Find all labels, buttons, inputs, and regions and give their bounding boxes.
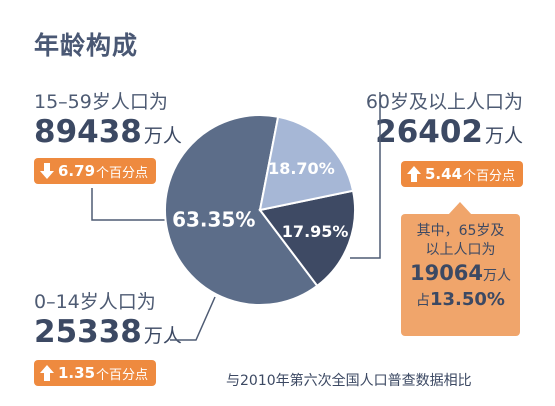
- children-label: 0–14岁人口为: [34, 291, 156, 313]
- pie-slices: [164, 114, 356, 306]
- elderly-unit: 万人: [484, 125, 523, 147]
- working-age-change-unit: 个百分点: [96, 165, 149, 181]
- callout-line-2: 以上人口为: [425, 242, 496, 258]
- pie-labels: 63.35% 17.95% 18.70%: [172, 159, 348, 241]
- arrow-up-icon: [407, 166, 421, 182]
- children-change-value: 1.35: [58, 364, 96, 382]
- working-age-value: 89438: [34, 114, 142, 150]
- callout-value: 19064: [409, 261, 484, 285]
- page-title: 年龄构成: [34, 31, 139, 60]
- elderly-change-value: 5.44: [425, 165, 463, 183]
- pie-slice-children: [258, 189, 356, 288]
- callout-share-prefix: 占: [416, 293, 430, 309]
- connector-lines: [91, 92, 381, 341]
- elderly-65-callout: 其中，65岁及 以上人口为 19064万人 占13.50%: [401, 214, 520, 336]
- elderly-change-unit: 个百分点: [463, 168, 516, 184]
- elderly-change-badge: 5.44 个百分点: [401, 161, 524, 187]
- callout-value-row: 19064万人: [401, 260, 520, 289]
- pie-label-elderly: 18.70%: [268, 159, 335, 178]
- callout-pointer: [448, 202, 472, 215]
- working-age-change-badge: 6.79 个百分点: [34, 158, 157, 184]
- elderly-label: 60岁及以上人口为: [365, 91, 523, 113]
- working-age-connector: [91, 188, 180, 221]
- children-change-badge: 1.35 个百分点: [34, 360, 157, 386]
- children-value: 25338: [34, 314, 142, 350]
- children-change-unit: 个百分点: [96, 367, 149, 383]
- arrow-down-icon: [40, 163, 54, 179]
- working-age-value-row: 89438 万人: [34, 117, 182, 148]
- callout-line-1: 其中，65岁及: [416, 223, 505, 239]
- callout-share-row: 占13.50%: [401, 289, 520, 312]
- working-age-unit: 万人: [143, 125, 182, 147]
- pie-label-children: 17.95%: [282, 222, 349, 241]
- working-age-label: 15–59岁人口为: [34, 91, 168, 113]
- callout-share: 13.50%: [430, 289, 505, 310]
- elderly-connector: [350, 92, 381, 259]
- callout-unit: 万人: [483, 268, 512, 284]
- pie-label-working-age: 63.35%: [172, 208, 255, 232]
- comparison-footnote: 与2010年第六次全国人口普查数据相比: [226, 373, 472, 389]
- children-connector: [170, 296, 216, 341]
- elderly-value: 26402: [375, 114, 483, 150]
- working-age-change-value: 6.79: [58, 162, 96, 180]
- arrow-up-icon: [40, 365, 54, 381]
- elderly-value-row: 26402 万人: [375, 117, 523, 148]
- pie-slice-elderly: [258, 115, 355, 212]
- pie-slice-working-age: [164, 114, 319, 306]
